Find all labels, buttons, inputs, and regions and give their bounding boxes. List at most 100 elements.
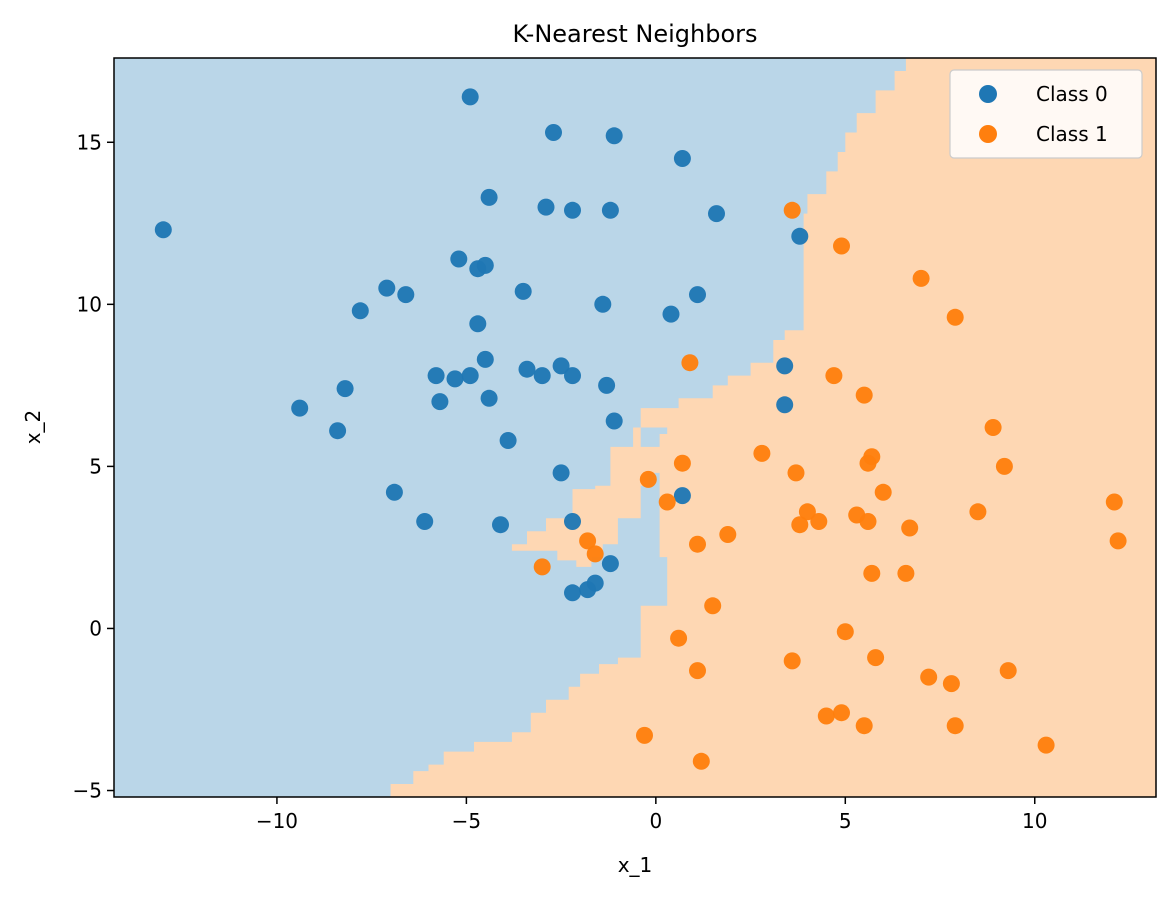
class-0-point-33 (431, 393, 449, 411)
y-axis-title: x_2 (21, 410, 45, 445)
legend-label-class-1: Class 1 (1036, 122, 1108, 146)
class-0-point-32 (291, 399, 309, 417)
class-0-point-2 (545, 124, 562, 141)
y-tick-label: 10 (77, 292, 102, 316)
class-1-point-23 (969, 503, 987, 521)
class-0-point-38 (329, 422, 347, 440)
class-0-point-30 (336, 380, 354, 398)
class-0-point-35 (776, 357, 794, 375)
class-0-point-45 (564, 513, 581, 530)
legend-box (949, 69, 1143, 159)
class-1-point-8 (753, 444, 771, 462)
class-1-point-29 (586, 545, 604, 563)
class-0-point-6 (537, 198, 555, 216)
class-0-point-18 (594, 295, 612, 313)
class-1-point-41 (999, 662, 1017, 680)
class-1-point-35 (836, 623, 854, 641)
y-tick-label: −5 (73, 779, 102, 803)
class-0-point-39 (499, 432, 517, 449)
x-tick-label: −5 (452, 809, 481, 833)
class-1-point-24 (1105, 493, 1123, 511)
x-tick-label: 0 (649, 809, 662, 833)
class-1-point-32 (897, 564, 915, 582)
class-0-point-25 (533, 367, 551, 385)
class-0-point-9 (708, 205, 725, 223)
class-1-point-26 (689, 535, 706, 553)
class-0-point-29 (461, 367, 479, 385)
data-points (154, 88, 1127, 770)
class-1-point-47 (692, 752, 710, 770)
class-1-point-43 (833, 704, 850, 722)
class-0-point-44 (492, 516, 509, 534)
class-0-point-31 (598, 376, 616, 394)
class-1-point-27 (719, 526, 737, 543)
class-0-point-7 (564, 201, 581, 219)
class-0-point-43 (416, 513, 434, 530)
class0-decision-region (114, 58, 906, 797)
class-1-point-37 (867, 649, 885, 667)
class-1-point-33 (704, 597, 722, 615)
class-0-point-20 (662, 305, 680, 323)
class-1-point-39 (920, 668, 938, 686)
class-1-point-2 (912, 269, 930, 287)
plot-frame (113, 57, 1157, 798)
class-1-point-6 (855, 386, 873, 404)
class-0-point-26 (564, 367, 581, 385)
class-0-point-34 (480, 389, 498, 407)
x-axis-ticks: −10 −5 0 5 10 (256, 797, 1047, 833)
class-1-point-36 (783, 652, 801, 670)
class-0-point-40 (552, 464, 570, 482)
class-0-point-8 (601, 201, 619, 219)
x-tick-label: 5 (839, 809, 852, 833)
class-0-point-3 (605, 127, 623, 145)
plot-area (113, 57, 1157, 798)
class-1-point-0 (783, 201, 801, 219)
class-1-point-19 (810, 513, 828, 530)
class-1-point-30 (533, 558, 551, 576)
class-0-point-19 (689, 286, 706, 304)
class-1-point-14 (995, 457, 1013, 475)
class-0-point-36 (776, 396, 794, 414)
legend-label-class-0: Class 0 (1036, 82, 1108, 106)
class-1-point-4 (681, 354, 699, 372)
chart-title: K-Nearest Neighbors (512, 20, 757, 48)
class-1-point-7 (984, 419, 1002, 436)
class-1-point-45 (946, 717, 964, 735)
class-0-point-21 (469, 315, 487, 333)
class-1-point-22 (901, 519, 919, 537)
class-0-point-16 (514, 282, 532, 300)
x-tick-label: −10 (256, 809, 298, 833)
x-axis-title: x_1 (618, 853, 653, 877)
class-1-point-3 (946, 308, 964, 326)
class-0-point-11 (450, 250, 468, 268)
class-0-point-0 (154, 221, 172, 239)
class-0-point-42 (673, 487, 691, 505)
class-1-point-11 (787, 464, 805, 482)
class-0-point-37 (605, 412, 623, 430)
legend-marker-class-1 (979, 125, 997, 143)
class-0-point-22 (476, 350, 494, 368)
class-0-point-49 (564, 584, 581, 602)
class-1-point-31 (863, 564, 881, 582)
class-0-point-46 (601, 555, 619, 573)
class-0-point-48 (579, 581, 597, 599)
class-0-point-4 (673, 150, 691, 167)
y-tick-label: 5 (89, 454, 102, 478)
y-tick-label: 0 (89, 616, 102, 640)
class-0-point-23 (518, 360, 536, 378)
class-1-point-5 (825, 367, 843, 385)
legend-marker-class-0 (979, 85, 997, 103)
class-1-point-13 (859, 454, 877, 472)
class-1-point-10 (639, 470, 657, 488)
class-1-point-44 (855, 717, 873, 735)
legend: Class 0 Class 1 (949, 69, 1143, 159)
class-0-point-27 (427, 367, 445, 385)
class-1-point-38 (689, 662, 706, 680)
class-1-point-17 (798, 503, 816, 521)
class-0-point-41 (385, 483, 403, 501)
class-1-point-1 (833, 237, 850, 255)
class-1-point-42 (817, 707, 835, 725)
class-1-point-46 (636, 726, 653, 744)
class-0-point-1 (461, 88, 479, 106)
